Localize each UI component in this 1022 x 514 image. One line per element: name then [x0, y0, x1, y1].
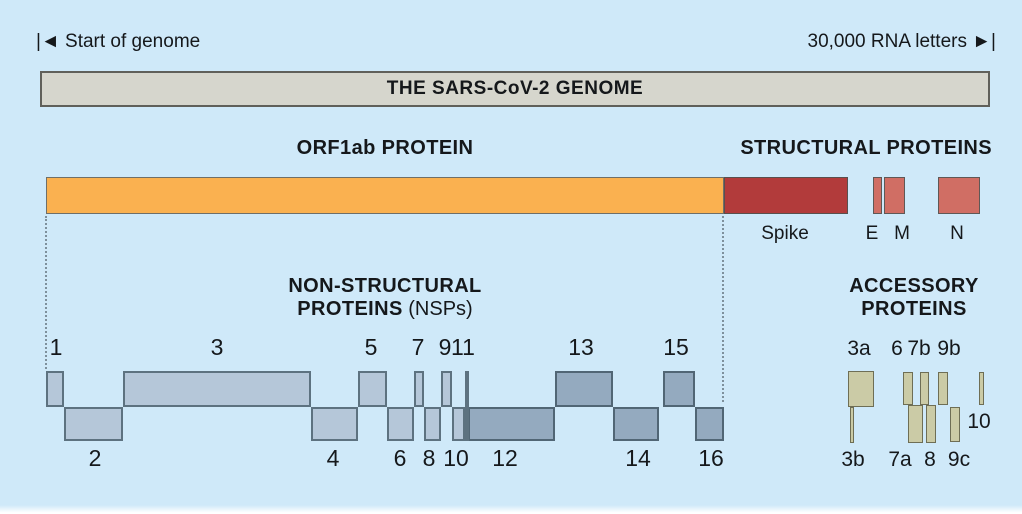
- nsp-label-16: 16: [698, 445, 724, 471]
- nsp-label-8: 8: [422, 445, 436, 471]
- acc-box-6: [903, 372, 913, 405]
- acc-box-3b: [850, 407, 854, 443]
- nsp-box-6: [387, 407, 414, 441]
- acc-label-10: 10: [967, 410, 991, 433]
- nsp-heading-line2-normal: (NSPs): [402, 298, 473, 320]
- orf1ab-start-dotted-line: [45, 216, 47, 369]
- genome-start-marker: |◄ Start of genome: [36, 31, 201, 52]
- acc-box-9c: [950, 407, 960, 442]
- acc-box-3a: [848, 371, 874, 407]
- structural-label-n: N: [950, 223, 964, 244]
- accessory-heading-line1: ACCESSORY: [849, 275, 979, 297]
- acc-box-8: [926, 405, 936, 443]
- accessory-heading-line2: PROTEINS: [861, 298, 967, 320]
- acc-label-9c: 9c: [947, 448, 971, 471]
- genome-title: THE SARS-CoV-2 GENOME: [386, 78, 644, 99]
- acc-label-8: 8: [924, 448, 936, 471]
- nsp-box-15: [663, 371, 695, 407]
- structural-label-spike: Spike: [761, 223, 809, 244]
- nsp-heading-line1: NON-STRUCTURAL: [288, 275, 482, 297]
- nsp-label-12: 12: [492, 445, 518, 471]
- acc-label-3a: 3a: [847, 337, 871, 360]
- orf1ab-end-dotted-line: [722, 216, 724, 402]
- nsp-box-5: [358, 371, 387, 407]
- nsp-label-5: 5: [364, 334, 378, 360]
- acc-label-6: 6: [891, 337, 903, 360]
- nsp-box-10: [452, 407, 465, 441]
- acc-box-7b: [920, 372, 929, 405]
- nsp-label-3: 3: [210, 334, 224, 360]
- nsp-heading-line2-bold: PROTEINS: [297, 298, 403, 320]
- orf1ab-heading: ORF1ab PROTEIN: [296, 137, 474, 159]
- accessory-heading: ACCESSORY PROTEINS: [814, 275, 1014, 321]
- acc-label-7a: 7a: [888, 448, 912, 471]
- nsp-box-1: [46, 371, 64, 407]
- acc-label-3b: 3b: [841, 448, 865, 471]
- nsp-box-7: [414, 371, 424, 407]
- bottom-fade: [0, 505, 1022, 514]
- nsp-box-3: [123, 371, 311, 407]
- acc-label-7b: 7b: [907, 337, 931, 360]
- structural-proteins-heading: STRUCTURAL PROTEINS: [740, 137, 992, 159]
- acc-box-9b: [938, 372, 948, 405]
- nsp-label-11: 11: [451, 334, 475, 360]
- nsp-label-6: 6: [393, 445, 407, 471]
- nsp-label-9: 9: [438, 334, 452, 360]
- nsp-heading: NON-STRUCTURAL PROTEINS (NSPs): [235, 275, 535, 321]
- bar-membrane: [884, 177, 905, 214]
- structural-label-m: M: [894, 223, 910, 244]
- nsp-label-1: 1: [49, 334, 63, 360]
- structural-label-e: E: [865, 223, 879, 244]
- nsp-label-7: 7: [411, 334, 425, 360]
- nsp-label-4: 4: [326, 445, 340, 471]
- nsp-box-4: [311, 407, 358, 441]
- nsp-box-9: [441, 371, 452, 407]
- bar-envelope: [873, 177, 882, 214]
- nsp-box-12: [468, 407, 555, 441]
- nsp-box-13: [555, 371, 613, 407]
- genome-title-bar: THE SARS-CoV-2 GENOME: [40, 71, 990, 107]
- nsp-box-11: [465, 371, 469, 441]
- acc-box-10: [979, 372, 984, 405]
- bar-nucleocapsid: [938, 177, 980, 214]
- genome-end-marker: 30,000 RNA letters ►|: [807, 31, 997, 52]
- acc-label-9b: 9b: [937, 337, 961, 360]
- nsp-box-16: [695, 407, 724, 441]
- bar-orf1ab: [46, 177, 724, 214]
- nsp-box-14: [613, 407, 659, 441]
- nsp-label-15: 15: [663, 334, 689, 360]
- bar-spike: [724, 177, 848, 214]
- nsp-box-8: [424, 407, 441, 441]
- nsp-box-2: [64, 407, 123, 441]
- nsp-label-13: 13: [568, 334, 594, 360]
- acc-box-7a: [908, 405, 923, 443]
- nsp-label-2: 2: [88, 445, 102, 471]
- nsp-label-14: 14: [625, 445, 651, 471]
- nsp-label-10: 10: [443, 445, 469, 471]
